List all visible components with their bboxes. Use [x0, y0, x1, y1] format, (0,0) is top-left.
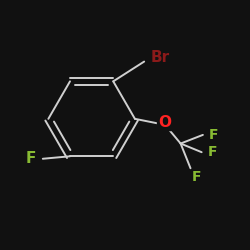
Text: F: F	[208, 145, 218, 159]
Text: F: F	[25, 151, 35, 166]
Text: F: F	[209, 128, 219, 142]
Text: F: F	[192, 170, 202, 184]
Text: O: O	[158, 115, 171, 130]
Text: Br: Br	[151, 50, 170, 65]
